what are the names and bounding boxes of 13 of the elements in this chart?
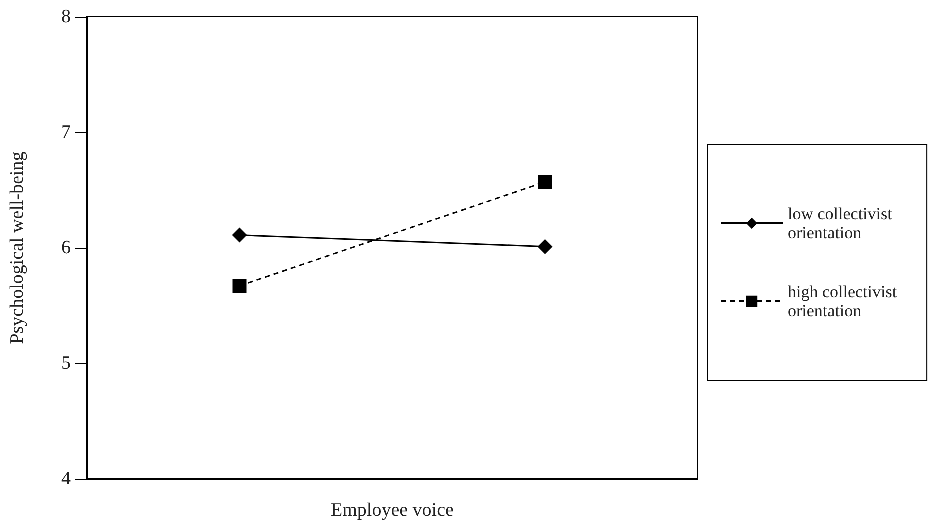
point (232, 228, 248, 243)
y-tick-label: 6 (62, 238, 71, 258)
y-tick-label: 7 (62, 122, 71, 143)
y-axis-title: Psychological well-being (7, 151, 28, 344)
point (232, 279, 247, 294)
legend-label: high collectivist orientation (788, 282, 898, 320)
point (538, 175, 552, 190)
y-tick-label: 5 (62, 353, 71, 374)
y-tick-label: 4 (62, 468, 72, 490)
legend-label: low collectivist orientation (788, 204, 893, 242)
x-axis-title: Employee voice (331, 500, 454, 521)
point (538, 239, 553, 254)
y-tick-label: 8 (62, 6, 71, 28)
